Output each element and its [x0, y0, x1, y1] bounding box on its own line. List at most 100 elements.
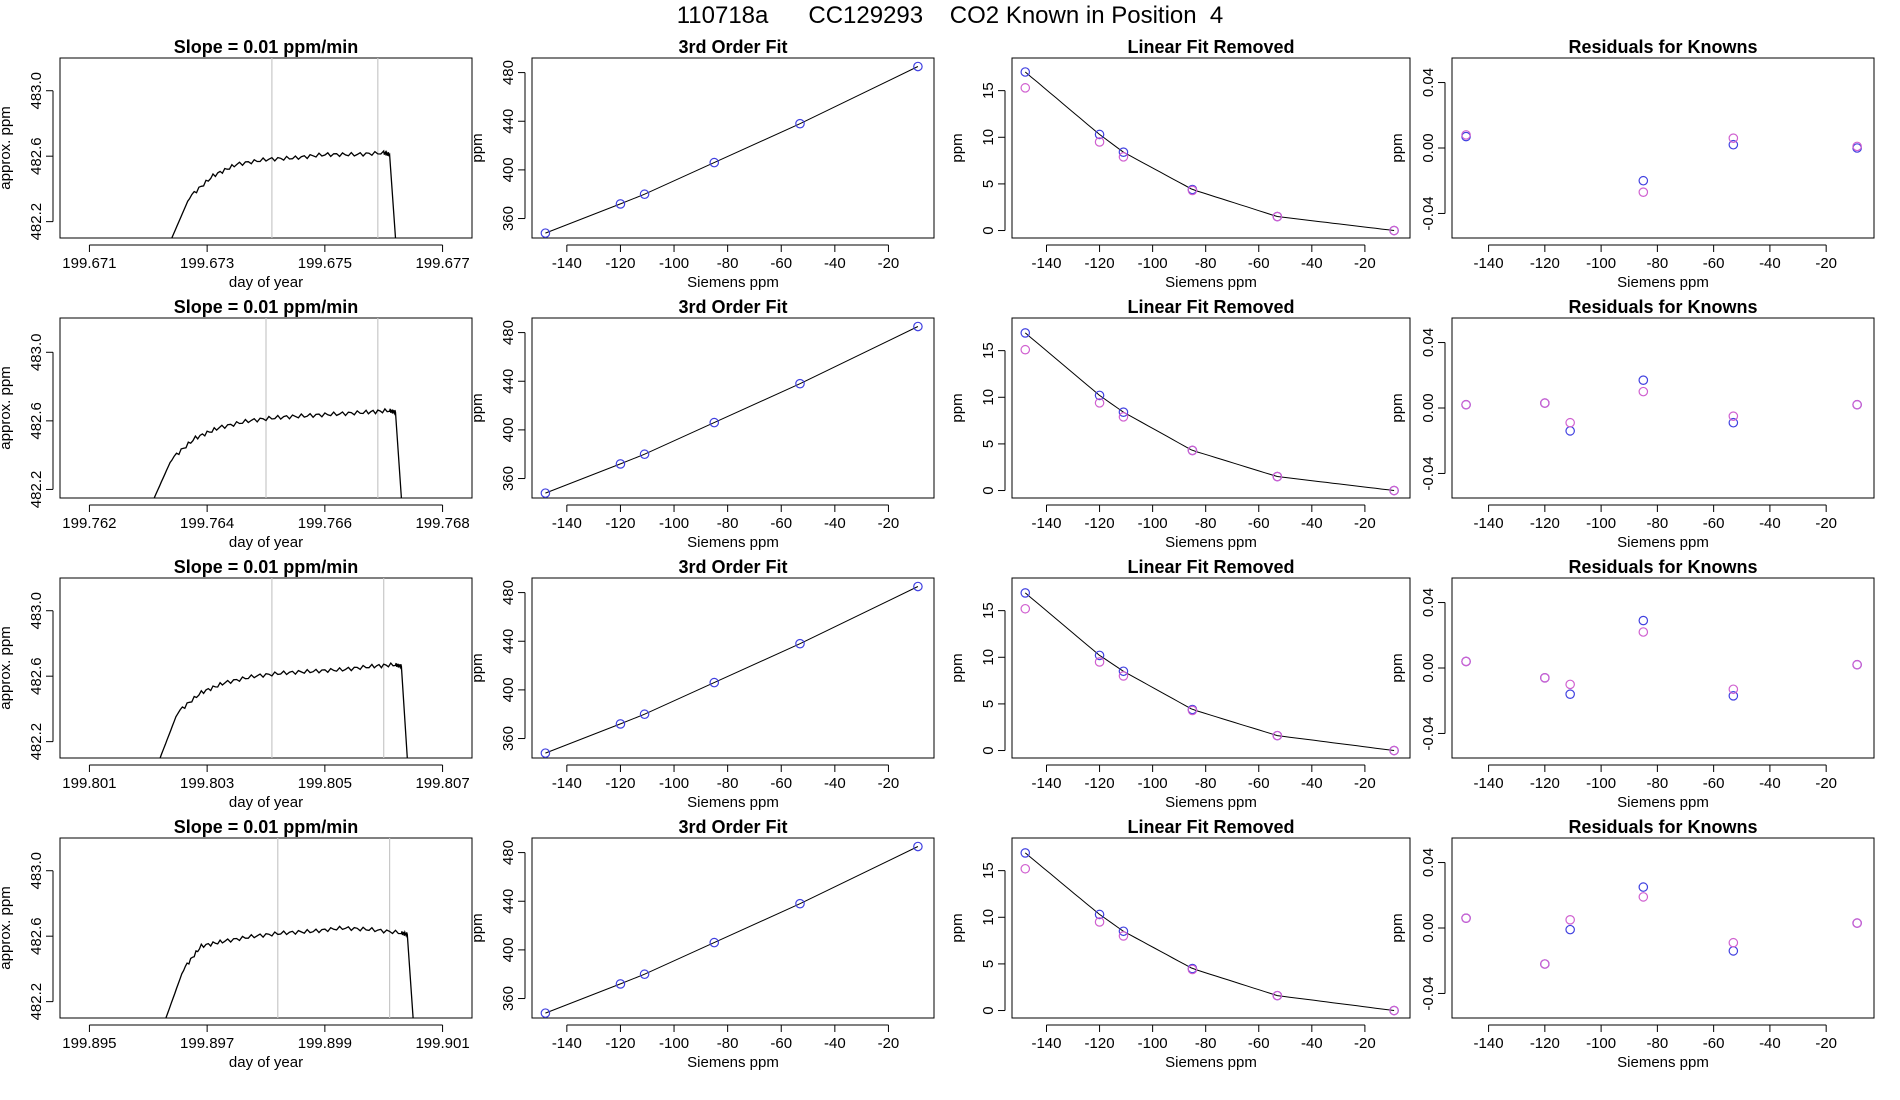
x-tick-label: -80	[717, 515, 739, 532]
data-point-secondary	[1389, 1005, 1399, 1016]
fit-curve	[545, 66, 919, 234]
data-point-secondary	[1638, 892, 1649, 902]
chart-panel-2-1: Slope = 0.01 ppm/min 199.762 199.764 199.76…	[0, 297, 473, 551]
x-axis-label: Siemens ppm	[687, 534, 779, 551]
y-tick-label: 10	[980, 129, 997, 146]
y-tick-label: 440	[500, 369, 517, 394]
data-point-secondary	[1020, 863, 1031, 874]
data-point-secondary	[1187, 705, 1198, 716]
y-axis-label: approx. ppm	[0, 886, 14, 969]
chart-panel-4-3: Linear Fit Removed -140 -120 -100 -80 -60 -40 -…	[949, 817, 1411, 1071]
y-tick-label: 0	[980, 226, 997, 234]
x-tick-label: -80	[717, 255, 739, 272]
x-tick-label: -80	[1195, 255, 1217, 272]
data-point	[1728, 139, 1739, 150]
y-tick-label: 360	[500, 986, 517, 1011]
plot-frame	[531, 837, 935, 1019]
data-point	[615, 719, 626, 729]
x-tick-label: 199.801	[62, 775, 116, 792]
x-tick-label: -120	[605, 1035, 635, 1052]
x-tick-label: -120	[1085, 255, 1115, 272]
y-tick-label: 400	[500, 417, 517, 442]
data-point	[709, 417, 720, 428]
chart-panel-3-4: Residuals for Knowns -140 -120 -100 -80 -60 -4…	[1389, 557, 1875, 811]
x-tick-label: -60	[1248, 1035, 1270, 1052]
data-point	[1118, 666, 1129, 677]
plot-frame	[1011, 577, 1411, 759]
x-tick-label: -60	[1248, 515, 1270, 532]
y-tick-label: -0.04	[1420, 196, 1437, 230]
x-tick-label: -120	[605, 515, 635, 532]
x-tick-label: -60	[770, 255, 792, 272]
page-title: 110718a CC129293 CO2 Known in Position 4	[676, 2, 1224, 29]
data-point-secondary	[1118, 412, 1129, 422]
data-point	[1094, 909, 1105, 920]
data-point-secondary	[1461, 656, 1471, 667]
data-point-secondary	[1094, 917, 1105, 927]
data-point	[1094, 129, 1105, 140]
chart-panel-2-4: Residuals for Knowns -140 -120 -100 -80 -60 -4…	[1389, 297, 1875, 551]
x-tick-label: -40	[1301, 1035, 1323, 1052]
x-axis-label: Siemens ppm	[1617, 274, 1709, 291]
y-tick-label: 0.00	[1420, 133, 1437, 162]
fit-curve	[545, 326, 919, 494]
x-tick-label: -20	[1354, 775, 1376, 792]
y-tick-label: 15	[980, 862, 997, 879]
x-tick-label: -60	[770, 515, 792, 532]
chart-panel-3-2: 3rd Order Fit -140 -120 -100 -80 -60 -40 -20 Sie…	[469, 557, 935, 811]
x-tick-label: -20	[1354, 255, 1376, 272]
x-tick-label: 199.766	[298, 515, 352, 532]
y-tick-label: 10	[980, 649, 997, 666]
data-point	[639, 449, 650, 460]
plot-area	[540, 581, 923, 758]
y-tick-label: -0.04	[1420, 716, 1437, 750]
data-point-secondary	[1389, 225, 1399, 236]
x-tick-label: -20	[1354, 1035, 1376, 1052]
x-tick-label: -80	[1647, 1035, 1669, 1052]
x-axis-label: Siemens ppm	[687, 1054, 779, 1071]
x-tick-label: 199.671	[62, 255, 116, 272]
y-tick-label: 15	[980, 602, 997, 619]
data-point	[540, 488, 551, 498]
data-point-secondary	[1020, 344, 1031, 355]
x-tick-label: -20	[1815, 255, 1837, 272]
x-tick-label: -100	[1138, 775, 1168, 792]
x-tick-label: -60	[1703, 255, 1725, 272]
data-point	[709, 157, 720, 168]
x-axis-label: Siemens ppm	[687, 274, 779, 291]
data-point-secondary	[1389, 745, 1399, 756]
chart-panel-1-1: Slope = 0.01 ppm/min 199.671 199.673 199.67…	[0, 37, 473, 291]
y-tick-label: 400	[500, 677, 517, 702]
fit-curve	[545, 586, 919, 754]
x-tick-label: -140	[552, 1035, 582, 1052]
x-tick-label: -120	[1085, 515, 1115, 532]
plot-frame	[59, 837, 473, 1019]
y-axis-label: ppm	[949, 133, 966, 162]
x-tick-label: 199.901	[415, 1035, 469, 1052]
data-point	[1728, 417, 1739, 428]
fit-curve	[1024, 592, 1395, 751]
y-tick-label: 482.2	[28, 723, 45, 761]
x-axis-label: day of year	[229, 794, 303, 811]
y-axis-label: ppm	[1389, 913, 1406, 942]
x-tick-label: -120	[1530, 1035, 1560, 1052]
y-tick-label: 0	[980, 486, 997, 494]
x-tick-label: -100	[1586, 255, 1616, 272]
y-axis-label: ppm	[1389, 133, 1406, 162]
chart-title: Slope = 0.01 ppm/min	[174, 557, 359, 577]
x-tick-label: -40	[1759, 1035, 1781, 1052]
x-tick-label: -120	[605, 775, 635, 792]
data-point-secondary	[1118, 671, 1129, 681]
data-point	[615, 199, 626, 209]
y-tick-label: 0.04	[1420, 848, 1437, 877]
data-point	[639, 969, 650, 980]
y-axis-label: ppm	[949, 913, 966, 942]
data-point-secondary	[1852, 659, 1862, 670]
data-point-secondary	[1272, 730, 1283, 741]
data-point	[1638, 375, 1649, 385]
x-tick-label: -140	[1031, 1035, 1061, 1052]
x-axis-label: Siemens ppm	[1165, 274, 1257, 291]
data-point-secondary	[1461, 130, 1471, 140]
y-axis-label: ppm	[469, 393, 486, 422]
y-tick-label: 0.00	[1420, 653, 1437, 682]
